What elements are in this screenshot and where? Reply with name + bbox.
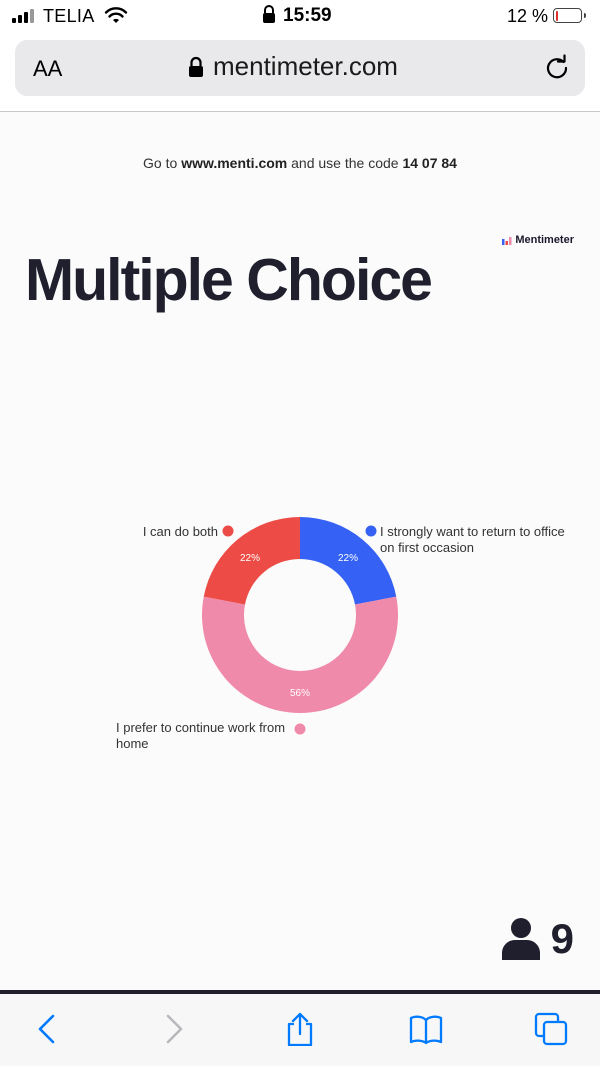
- signal-icon: [12, 9, 36, 23]
- battery-level-fill: [555, 10, 559, 21]
- legend-label-both: I can do both: [142, 524, 218, 539]
- donut-slice-return-office: [300, 517, 397, 605]
- url-text[interactable]: mentimeter.com: [213, 51, 398, 81]
- bookmarks-icon[interactable]: [409, 1012, 443, 1046]
- participant-number: 9: [550, 915, 574, 962]
- person-icon: [501, 918, 540, 960]
- legend-label-work-home: I prefer to continue work from home: [116, 720, 286, 751]
- join-prefix: Go to: [143, 155, 178, 171]
- address-bar[interactable]: AA mentimeter.com: [15, 40, 585, 96]
- browser-toolbar: [0, 994, 600, 1066]
- slide-title: Multiple Choice: [25, 247, 433, 313]
- donut-slice-both: [203, 517, 300, 605]
- donut-chart: 22% 56% 22%: [202, 517, 398, 735]
- orientation-lock-icon: [263, 5, 275, 23]
- secure-lock-icon: [189, 56, 203, 77]
- tabs-icon[interactable]: [534, 1012, 568, 1046]
- status-bar: TELIA 15:59 12 %: [0, 0, 600, 34]
- legend-dot-both: [222, 525, 234, 537]
- join-middle: and use the code: [291, 155, 399, 171]
- brand-name: Mentimeter: [515, 234, 574, 246]
- forward-icon[interactable]: [156, 1012, 190, 1046]
- slice-value-label-both: 22%: [240, 553, 260, 564]
- mentimeter-logo-icon: [502, 236, 512, 245]
- address-bar-divider: [0, 111, 600, 112]
- slide-bottom-border: [0, 990, 600, 994]
- share-icon[interactable]: [283, 1012, 317, 1046]
- donut-slice-work-home: [202, 596, 398, 713]
- legend-dot-return-office: [365, 525, 377, 537]
- battery-icon: [553, 8, 586, 23]
- slice-value-label-work-home: 56%: [290, 688, 310, 699]
- legend-dot-work-home: [294, 723, 306, 735]
- join-code: 14 07 84: [402, 155, 457, 171]
- carrier-name: TELIA: [43, 6, 95, 26]
- participant-count: 9: [501, 915, 574, 963]
- presentation-slide: Go to www.menti.com and use the code 14 …: [0, 112, 600, 992]
- join-instructions: Go to www.menti.com and use the code 14 …: [0, 155, 600, 171]
- wifi-icon: [104, 7, 128, 23]
- reload-icon[interactable]: [543, 54, 571, 82]
- back-icon[interactable]: [31, 1012, 65, 1046]
- text-size-button[interactable]: AA: [33, 56, 63, 81]
- legend-label-return-office: I strongly want to return to office on f…: [380, 524, 565, 555]
- clock: 15:59: [283, 5, 332, 26]
- join-site: www.menti.com: [181, 155, 288, 171]
- slice-value-label-return-office: 22%: [338, 553, 358, 564]
- battery-percentage: 12 %: [507, 6, 549, 26]
- mentimeter-logo: Mentimeter: [502, 234, 574, 246]
